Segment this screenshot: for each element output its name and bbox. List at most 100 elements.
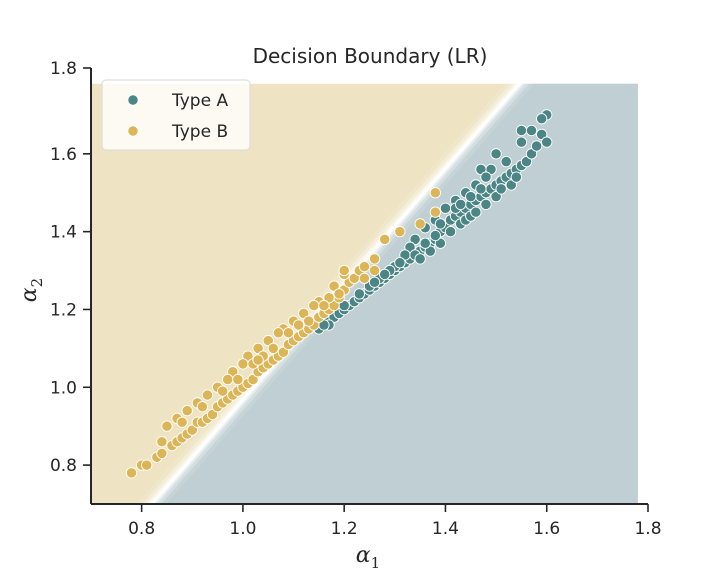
point-type-b-86	[368, 264, 381, 277]
y-tick-label-0: 0.8	[50, 456, 77, 476]
point-type-b-27	[277, 346, 290, 358]
legend-label-0: Type A	[171, 91, 228, 111]
y-axis-label-subscript: 2	[28, 278, 46, 288]
point-type-b-75	[267, 342, 279, 355]
y-tick-label-3: 1.4	[50, 223, 77, 243]
y-axis-label-symbol: α	[17, 287, 42, 302]
point-type-a-48	[541, 136, 553, 148]
point-type-b-83	[318, 299, 330, 312]
point-type-a-41	[525, 148, 538, 160]
point-type-b-87	[252, 354, 264, 366]
point-type-b-78	[232, 373, 244, 386]
point-type-a-80	[470, 206, 482, 218]
point-type-a-61	[409, 233, 421, 246]
point-type-a-45	[536, 113, 548, 125]
point-type-b-46	[394, 225, 406, 238]
point-type-b-65	[222, 373, 234, 386]
point-type-b-61	[252, 342, 264, 355]
point-type-b-80	[196, 401, 209, 413]
point-type-a-92	[419, 237, 431, 249]
x-axis-label-symbol: α	[356, 543, 371, 568]
series-type-b	[125, 187, 441, 479]
data-points	[125, 109, 553, 479]
point-type-a-43	[536, 128, 548, 141]
point-type-a-86	[434, 218, 447, 230]
point-type-a-83	[495, 183, 507, 195]
point-type-b-74	[282, 327, 295, 339]
point-type-b-67	[201, 389, 214, 401]
point-type-a-74	[424, 245, 436, 257]
point-type-b-60	[262, 334, 274, 347]
point-type-b-44	[368, 253, 381, 265]
point-type-b-69	[181, 404, 193, 417]
point-type-b-45	[379, 233, 391, 246]
point-type-a-89	[475, 183, 487, 195]
point-type-b-21	[247, 373, 259, 386]
point-type-a-50	[490, 148, 502, 160]
point-type-b-4	[156, 447, 168, 460]
x-axis-label-subscript: 1	[371, 554, 381, 572]
x-tick-label-2: 1.2	[331, 519, 358, 539]
point-type-a-46	[515, 124, 528, 137]
point-type-a-42	[530, 140, 543, 152]
legend-box	[101, 79, 251, 151]
point-type-b-48	[429, 206, 441, 218]
point-type-a-53	[500, 155, 512, 168]
region-type-a	[151, 83, 638, 504]
point-type-a-49	[515, 136, 528, 148]
point-type-a-84	[505, 179, 517, 191]
series-type-a	[313, 109, 553, 335]
axes	[90, 68, 648, 505]
point-type-a-88	[465, 190, 477, 203]
point-type-b-85	[358, 272, 371, 284]
legend-marker-0	[127, 94, 139, 106]
point-type-a-91	[429, 229, 441, 242]
point-type-b-63	[237, 358, 249, 370]
point-type-b-72	[303, 315, 315, 327]
y-axis-label: α2	[17, 278, 46, 302]
x-tick-label-0: 0.8	[128, 519, 155, 539]
x-tick-label-4: 1.6	[533, 519, 560, 539]
point-type-a-76	[444, 225, 457, 238]
legend-label-1: Type B	[171, 122, 228, 142]
point-type-b-82	[156, 436, 168, 448]
x-tick-label-1: 1.0	[229, 519, 256, 539]
x-tick-label-3: 1.4	[432, 519, 459, 539]
x-tick-label-5: 1.8	[634, 519, 661, 539]
point-type-a-62	[404, 241, 416, 253]
point-type-a-82	[490, 190, 502, 203]
point-type-b-55	[308, 299, 320, 312]
point-type-b-43	[358, 261, 371, 273]
point-type-a-47	[525, 124, 538, 137]
point-type-b-13	[206, 408, 219, 421]
point-type-b-51	[338, 264, 350, 277]
chart-title: Decision Boundary (LR)	[253, 44, 488, 68]
point-type-a-54	[480, 171, 492, 183]
point-type-a-93	[394, 257, 406, 269]
point-type-b-79	[217, 385, 229, 397]
point-type-a-73	[414, 253, 426, 265]
point-type-a-90	[454, 198, 467, 211]
point-type-b-0	[125, 467, 138, 479]
point-type-a-75	[434, 237, 447, 249]
y-tick-label-2: 1.2	[50, 300, 77, 320]
point-type-b-52	[328, 280, 340, 292]
point-type-a-94	[379, 268, 391, 281]
point-type-a-81	[480, 198, 492, 211]
point-type-b-62	[242, 350, 254, 362]
legend-marker-1	[127, 125, 139, 137]
point-type-a-85	[510, 171, 522, 183]
point-type-b-71	[161, 420, 173, 432]
point-type-b-53	[323, 292, 335, 304]
point-type-b-2	[141, 459, 153, 471]
point-type-a-58	[439, 202, 452, 214]
point-type-a-95	[368, 276, 381, 288]
point-type-b-56	[298, 307, 310, 319]
point-type-b-59	[272, 327, 285, 339]
point-type-b-64	[227, 366, 239, 378]
point-type-a-40	[520, 155, 533, 168]
point-type-a-68	[353, 288, 366, 300]
legend: Type A Type B	[101, 79, 251, 151]
point-type-b-47	[414, 218, 426, 230]
